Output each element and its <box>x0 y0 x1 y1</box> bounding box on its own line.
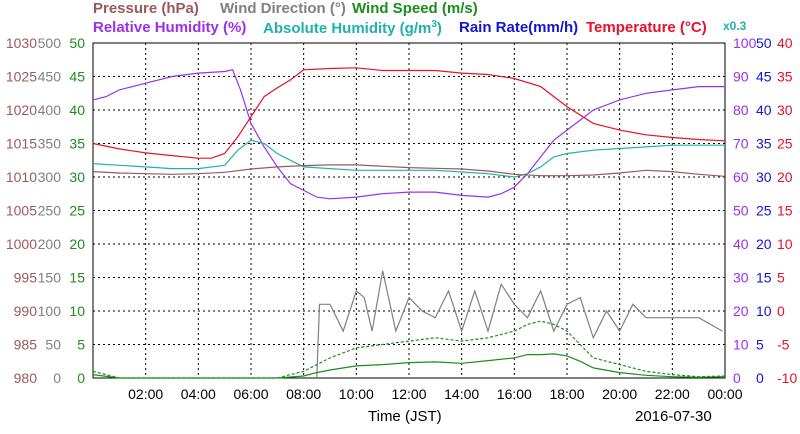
x-axis-label: Time (JST) <box>368 408 442 425</box>
x-tick-label: 06:00 <box>233 386 268 402</box>
series-line-pressure-hpa <box>92 164 726 177</box>
legend-wind-direction: Wind Direction (°) <box>220 0 346 17</box>
legend-rain-rate: Rain Rate(mm/h) <box>459 19 579 36</box>
y-tick-label-pressure: 1005 <box>6 203 37 219</box>
y-tick-label-wind-direction: 300 <box>38 169 62 185</box>
y-tick-label-wind-direction: 400 <box>38 102 62 118</box>
abs-humidity-label: Absolute Humidity (g/m <box>263 20 432 37</box>
y-tick-label-humidity: 80 <box>733 102 749 118</box>
y-tick-label-wind-speed: 0 <box>77 370 85 386</box>
y-tick-label-pressure: 1010 <box>6 169 37 185</box>
y-tick-label-wind-direction: 0 <box>53 370 61 386</box>
y-tick-label-temperature: 15 <box>777 203 793 219</box>
y-tick-label-rain: 45 <box>756 69 772 85</box>
y-tick-label-wind-direction: 500 <box>38 35 62 51</box>
y-tick-label-temperature: -5 <box>777 337 790 353</box>
y-tick-label-wind-direction: 350 <box>38 136 62 152</box>
y-tick-label-wind-speed: 10 <box>69 303 85 319</box>
y-tick-label-pressure: 1030 <box>6 35 37 51</box>
y-tick-label-wind-speed: 25 <box>69 203 85 219</box>
y-tick-label-pressure: 985 <box>14 337 38 353</box>
series-line-wind-direction <box>316 270 723 379</box>
legend-abs-humidity: Absolute Humidity (g/m3) <box>263 19 442 37</box>
y-tick-label-rain: 35 <box>756 136 772 152</box>
x-tick-label: 04:00 <box>181 386 216 402</box>
y-tick-label-rain: 30 <box>756 169 772 185</box>
x-tick-label: 02:00 <box>128 386 163 402</box>
x-tick-label: 22:00 <box>655 386 690 402</box>
legend-humidity: Relative Humidity (%) <box>93 19 247 36</box>
legend-pressure: Pressure (hPa) <box>93 0 199 17</box>
y-tick-label-wind-speed: 40 <box>69 102 85 118</box>
y-tick-label-pressure: 1015 <box>6 136 37 152</box>
x-tick-label: 00:00 <box>707 386 742 402</box>
y-tick-label-temperature: 35 <box>777 69 793 85</box>
y-tick-label-pressure: 1000 <box>6 236 37 252</box>
y-tick-label-humidity: 10 <box>733 337 749 353</box>
y-tick-label-wind-direction: 450 <box>38 69 62 85</box>
series-line-temperature-c <box>92 67 726 159</box>
y-tick-label-wind-direction: 200 <box>38 236 62 252</box>
y-tick-label-wind-speed: 30 <box>69 169 85 185</box>
y-tick-label-wind-speed: 20 <box>69 236 85 252</box>
series-line-wind-speed-m-s <box>92 353 726 379</box>
y-tick-label-pressure: 995 <box>14 270 38 286</box>
y-tick-label-humidity: 30 <box>733 270 749 286</box>
y-tick-label-humidity: 20 <box>733 303 749 319</box>
series-line-absolute-humidity-g-m <box>92 139 725 178</box>
y-tick-label-wind-direction: 150 <box>38 270 62 286</box>
y-tick-label-wind-speed: 35 <box>69 136 85 152</box>
y-tick-label-wind-speed: 15 <box>69 270 85 286</box>
series-line-relative-humidity <box>92 69 725 200</box>
y-tick-label-humidity: 60 <box>733 169 749 185</box>
y-tick-label-wind-direction: 100 <box>38 303 62 319</box>
date-label: 2016-07-30 <box>635 408 712 425</box>
x-tick-label: 18:00 <box>549 386 584 402</box>
legend-temperature: Temperature (°C) <box>586 19 707 36</box>
y-tick-label-humidity: 100 <box>733 35 757 51</box>
y-tick-label-rain: 25 <box>756 203 772 219</box>
y-tick-label-rain: 0 <box>756 370 764 386</box>
y-tick-label-temperature: 25 <box>777 136 793 152</box>
y-tick-label-humidity: 0 <box>733 370 741 386</box>
plot-frame <box>92 42 726 379</box>
y-tick-label-wind-direction: 50 <box>45 337 61 353</box>
y-tick-label-temperature: 40 <box>777 35 793 51</box>
x-tick-label: 16:00 <box>497 386 532 402</box>
y-tick-label-temperature: 5 <box>777 270 785 286</box>
y-tick-label-humidity: 50 <box>733 203 749 219</box>
x-tick-label: 20:00 <box>602 386 637 402</box>
y-tick-label-wind-speed: 5 <box>77 337 85 353</box>
y-tick-label-temperature: 20 <box>777 169 793 185</box>
y-tick-label-pressure: 980 <box>14 370 38 386</box>
y-tick-label-temperature: -10 <box>777 370 797 386</box>
y-tick-label-temperature: 10 <box>777 236 793 252</box>
y-tick-label-humidity: 40 <box>733 236 749 252</box>
y-tick-label-wind-direction: 250 <box>38 203 62 219</box>
y-tick-label-humidity: 70 <box>733 136 749 152</box>
abs-humidity-end: ) <box>436 20 442 37</box>
y-tick-label-humidity: 90 <box>733 69 749 85</box>
x-tick-label: 12:00 <box>391 386 426 402</box>
y-tick-label-rain: 5 <box>756 337 764 353</box>
x-tick-label: 14:00 <box>444 386 479 402</box>
y-tick-label-rain: 40 <box>756 102 772 118</box>
y-tick-label-rain: 15 <box>756 270 772 286</box>
abs-humidity-sup: 3 <box>431 19 437 30</box>
y-tick-label-pressure: 990 <box>14 303 38 319</box>
y-tick-label-rain: 20 <box>756 236 772 252</box>
y-tick-label-wind-speed: 50 <box>69 35 85 51</box>
y-tick-label-pressure: 1020 <box>6 102 37 118</box>
abs-multiplier: x0.3 <box>723 19 747 33</box>
y-tick-label-temperature: 30 <box>777 102 793 118</box>
legend-wind-speed: Wind Speed (m/s) <box>352 0 478 17</box>
y-tick-label-rain: 10 <box>756 303 772 319</box>
x-tick-label: 08:00 <box>286 386 321 402</box>
y-tick-label-rain: 50 <box>756 35 772 51</box>
y-tick-label-temperature: 0 <box>777 303 785 319</box>
y-tick-label-wind-speed: 45 <box>69 69 85 85</box>
x-tick-label: 10:00 <box>339 386 374 402</box>
y-tick-label-pressure: 1025 <box>6 69 37 85</box>
